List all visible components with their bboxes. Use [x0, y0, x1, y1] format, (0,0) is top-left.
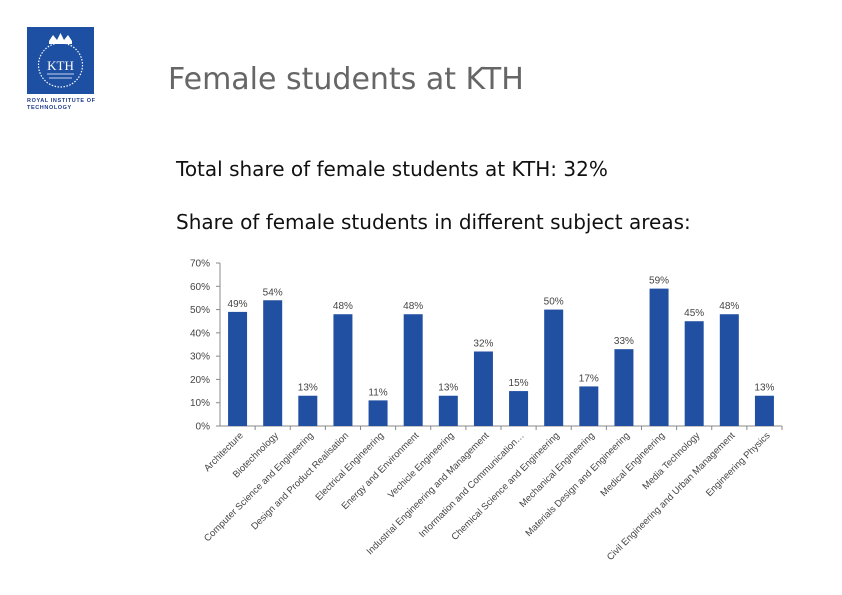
bar-value-label: 59% — [649, 276, 669, 287]
y-tick-label: 0% — [196, 422, 211, 433]
x-category-label: Medical Engineering — [599, 430, 668, 499]
bar-value-label: 17% — [579, 373, 599, 384]
y-tick-label: 20% — [190, 375, 210, 386]
subject-areas-heading: Share of female students in different su… — [176, 210, 691, 234]
bar-value-label: 15% — [509, 378, 529, 389]
bar-value-label: 48% — [403, 301, 423, 312]
bar — [403, 314, 423, 426]
bar-value-label: 13% — [298, 383, 318, 394]
y-tick-label: 50% — [190, 305, 210, 316]
y-tick-label: 40% — [190, 328, 210, 339]
bar-value-label: 48% — [333, 301, 353, 312]
bar-value-label: 48% — [719, 301, 739, 312]
kth-logo-emblem: KTH — [27, 27, 94, 94]
bar-value-label: 54% — [263, 287, 283, 298]
x-category-label: Industrial Engineering and Management — [365, 430, 492, 557]
total-share-text: Total share of female students at KTH: 3… — [176, 157, 608, 181]
x-category-label: Vechicle Engineering — [386, 430, 457, 501]
bar-value-label: 45% — [684, 308, 704, 319]
bar — [263, 300, 283, 426]
bar — [298, 395, 318, 426]
y-tick-label: 30% — [190, 352, 210, 363]
bar — [649, 288, 669, 426]
bar — [579, 386, 599, 426]
y-tick-label: 60% — [190, 282, 210, 293]
bar — [509, 391, 529, 426]
bar — [719, 314, 739, 426]
bar-value-label: 11% — [368, 387, 387, 398]
kth-logo: KTH — [27, 27, 94, 94]
x-category-label: Engineering Physics — [704, 430, 773, 499]
bar-value-label: 50% — [544, 297, 564, 308]
bar — [333, 314, 353, 426]
logo-caption: ROYAL INSTITUTE OF TECHNOLOGY — [27, 98, 96, 111]
bar — [544, 309, 564, 426]
page-title: Female students at KTH — [168, 62, 524, 97]
x-category-label: Civil Engineering and Urban Management — [605, 430, 738, 563]
bar-value-label: 49% — [228, 299, 248, 310]
bar — [368, 400, 388, 426]
bar-value-label: 33% — [614, 336, 634, 347]
bar — [228, 311, 248, 426]
bar — [473, 351, 493, 426]
bar — [438, 395, 458, 426]
x-category-label: Electrical Engineering — [313, 430, 386, 503]
bar-value-label: 13% — [754, 383, 774, 394]
bar — [754, 395, 774, 426]
bar-value-label: 32% — [473, 338, 493, 349]
y-tick-label: 70% — [190, 259, 210, 270]
bar — [614, 349, 634, 426]
logo-text: KTH — [47, 58, 74, 73]
y-tick-label: 10% — [190, 398, 210, 409]
bar — [684, 321, 704, 426]
bar-value-label: 13% — [438, 383, 458, 394]
